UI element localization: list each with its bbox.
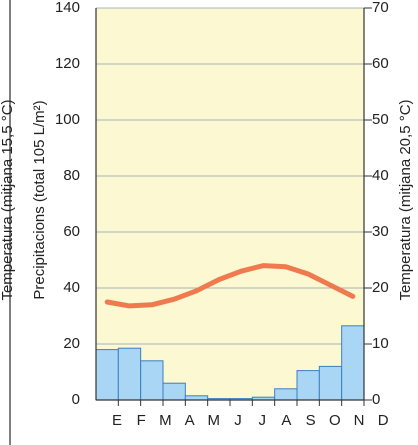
y-axis-title: Precipitacions (total 105 L/m²) (31, 100, 48, 299)
x-tick-label: J (258, 412, 266, 429)
y-tick-label: 40 (63, 279, 80, 296)
y-tick-label: 0 (72, 391, 80, 408)
y2-tick-label: 70 (372, 0, 389, 16)
y2-tick-label: 40 (372, 167, 389, 184)
x-tick-label: F (137, 412, 146, 429)
x-tick-label: O (329, 412, 341, 429)
y-tick-label: 80 (63, 167, 80, 184)
x-tick-label: A (281, 412, 291, 429)
x-tick-label: M (208, 412, 221, 429)
bar (162, 382, 186, 401)
bar (296, 370, 320, 401)
y2-tick-label: 60 (372, 55, 389, 72)
y-tick-label: 140 (55, 0, 80, 16)
y-tick-label: 60 (63, 223, 80, 240)
cropped-axis-title: Temperatura (mitjana 15,5 °C) (0, 99, 16, 300)
y2-tick-label: 0 (372, 391, 380, 408)
y2-tick-label: 30 (372, 223, 389, 240)
y2-axis-title: Temperatura (mitjana 20,5 °C) (397, 99, 414, 300)
y-tick-label: 100 (55, 111, 80, 128)
y-tick-label: 20 (63, 335, 80, 352)
y2-tick-label: 10 (372, 335, 389, 352)
bar (184, 395, 209, 401)
x-tick-label: M (159, 412, 172, 429)
plot-background (96, 8, 364, 400)
y2-tick-label: 20 (372, 279, 389, 296)
bar (341, 325, 365, 401)
y-tick-label: 120 (55, 55, 80, 72)
bar (274, 388, 298, 401)
bar (318, 365, 343, 401)
bar (117, 347, 142, 401)
temperature-line (104, 263, 356, 309)
y2-tick-label: 50 (372, 111, 389, 128)
bar (140, 360, 164, 401)
x-tick-label: D (378, 412, 389, 429)
bar (95, 349, 119, 401)
x-tick-label: N (354, 412, 365, 429)
x-tick-label: A (185, 412, 195, 429)
x-tick-label: S (306, 412, 316, 429)
x-tick-label: E (112, 412, 122, 429)
x-tick-label: J (234, 412, 242, 429)
